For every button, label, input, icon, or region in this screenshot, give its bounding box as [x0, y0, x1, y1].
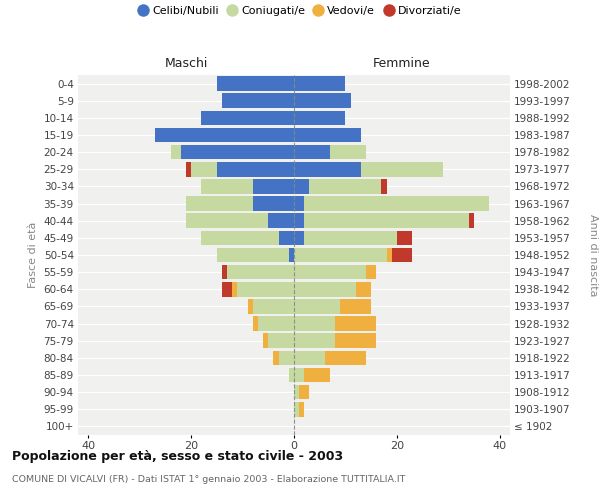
Bar — [294, 76, 346, 91]
Bar — [294, 368, 304, 382]
Bar — [253, 316, 258, 331]
Y-axis label: Anni di nascita: Anni di nascita — [587, 214, 598, 296]
Bar — [186, 196, 253, 211]
Bar — [294, 385, 299, 400]
Bar — [294, 214, 304, 228]
Bar — [366, 265, 376, 280]
Bar — [386, 248, 392, 262]
Bar — [278, 230, 294, 245]
Bar — [268, 214, 294, 228]
Bar — [294, 265, 366, 280]
Bar — [392, 248, 412, 262]
Bar — [340, 299, 371, 314]
Text: Popolazione per età, sesso e stato civile - 2003: Popolazione per età, sesso e stato civil… — [12, 450, 343, 463]
Bar — [217, 248, 289, 262]
Bar — [202, 179, 253, 194]
Bar — [294, 230, 304, 245]
Legend: Celibi/Nubili, Coniugati/e, Vedovi/e, Divorziati/e: Celibi/Nubili, Coniugati/e, Vedovi/e, Di… — [139, 6, 461, 16]
Bar — [232, 282, 238, 296]
Text: COMUNE DI VICALVI (FR) - Dati ISTAT 1° gennaio 2003 - Elaborazione TUTTITALIA.IT: COMUNE DI VICALVI (FR) - Dati ISTAT 1° g… — [12, 475, 406, 484]
Bar — [294, 110, 346, 125]
Bar — [294, 282, 356, 296]
Bar — [294, 248, 386, 262]
Bar — [222, 265, 227, 280]
Y-axis label: Fasce di età: Fasce di età — [28, 222, 38, 288]
Text: Femmine: Femmine — [373, 57, 431, 70]
Bar — [310, 179, 382, 194]
Bar — [335, 334, 376, 348]
Bar — [186, 162, 191, 176]
Bar — [304, 230, 397, 245]
Bar — [155, 128, 294, 142]
Bar — [258, 316, 294, 331]
Bar — [294, 334, 335, 348]
Bar — [268, 334, 294, 348]
Bar — [238, 282, 294, 296]
Bar — [289, 368, 294, 382]
Bar — [294, 196, 304, 211]
Bar — [299, 402, 304, 416]
Bar — [170, 145, 181, 160]
Bar — [294, 299, 340, 314]
Bar — [469, 214, 474, 228]
Bar — [294, 350, 325, 365]
Bar — [294, 128, 361, 142]
Bar — [202, 110, 294, 125]
Bar — [253, 196, 294, 211]
Bar — [191, 162, 217, 176]
Bar — [304, 196, 490, 211]
Bar — [382, 179, 386, 194]
Bar — [253, 299, 294, 314]
Bar — [217, 162, 294, 176]
Bar — [289, 248, 294, 262]
Bar — [222, 94, 294, 108]
Bar — [253, 179, 294, 194]
Bar — [181, 145, 294, 160]
Bar — [227, 265, 294, 280]
Bar — [217, 76, 294, 91]
Bar — [248, 299, 253, 314]
Bar — [263, 334, 268, 348]
Bar — [397, 230, 412, 245]
Bar — [294, 179, 310, 194]
Bar — [361, 162, 443, 176]
Bar — [294, 94, 350, 108]
Bar — [202, 230, 278, 245]
Bar — [304, 368, 330, 382]
Bar — [274, 350, 278, 365]
Text: Maschi: Maschi — [164, 57, 208, 70]
Bar — [299, 385, 310, 400]
Bar — [294, 402, 299, 416]
Bar — [186, 214, 268, 228]
Bar — [294, 162, 361, 176]
Bar — [278, 350, 294, 365]
Bar — [335, 316, 376, 331]
Bar — [304, 214, 469, 228]
Bar — [294, 145, 330, 160]
Bar — [356, 282, 371, 296]
Bar — [294, 316, 335, 331]
Bar — [330, 145, 366, 160]
Bar — [325, 350, 366, 365]
Bar — [222, 282, 232, 296]
